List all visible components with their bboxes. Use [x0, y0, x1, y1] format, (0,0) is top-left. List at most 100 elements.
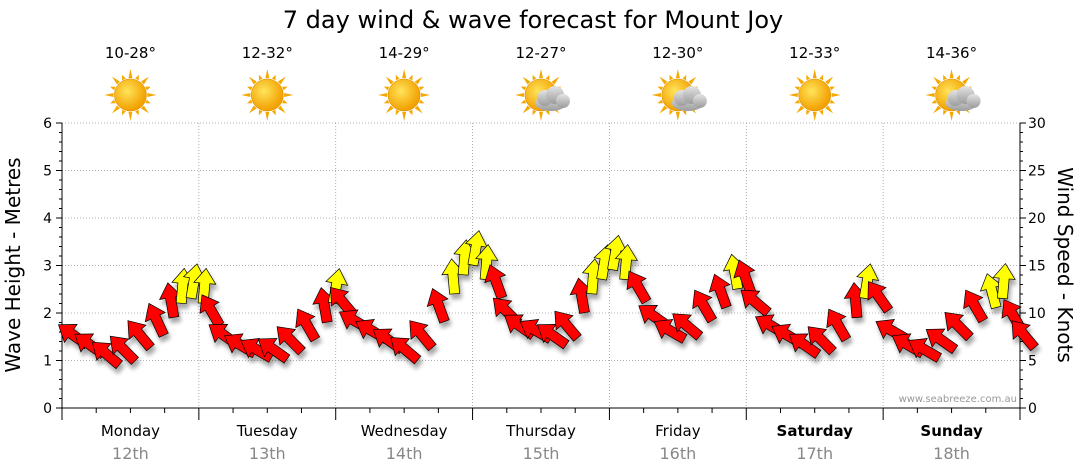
sun-rays	[104, 69, 157, 121]
sun-ray	[794, 86, 800, 91]
y-left-tick-label: 4	[43, 211, 52, 227]
day-name-label: Tuesday	[236, 422, 298, 440]
temperature-range-label: 14-36°	[926, 44, 977, 62]
sun-ray	[110, 86, 116, 91]
sun-ray	[825, 76, 834, 85]
sun-ray	[122, 109, 126, 116]
sun-ray	[943, 74, 947, 81]
sun-icon	[788, 69, 841, 121]
wind-arrow	[963, 289, 989, 324]
day-date-label: 14th	[386, 444, 423, 463]
wind-arrow	[856, 263, 880, 300]
sun-ray	[831, 93, 841, 97]
sun-ray	[819, 74, 824, 81]
sun-ray	[265, 69, 270, 79]
sun-icon	[104, 69, 157, 121]
wind-arrow	[91, 341, 123, 370]
sun-disc	[250, 78, 284, 112]
sun-ray	[284, 93, 294, 97]
sun-ray	[271, 109, 276, 116]
sun-ray	[135, 74, 139, 81]
sun-ray	[241, 93, 251, 97]
sun-ray	[551, 76, 560, 85]
chart-grid	[62, 122, 1020, 408]
sun-ray	[962, 76, 970, 85]
temperature-range-label: 14-29°	[379, 44, 430, 62]
sun-ray	[657, 99, 664, 104]
sun-ray	[949, 111, 954, 121]
sun-ray	[669, 109, 674, 116]
sun-rays	[788, 69, 841, 121]
y-right-tick-label: 10	[1028, 306, 1046, 322]
sun-ray	[943, 109, 947, 116]
sun-ray	[135, 109, 139, 116]
sun-ray	[408, 74, 413, 81]
y-right-tick-label: 25	[1028, 164, 1046, 180]
sun-ray	[545, 109, 550, 116]
sun-ray	[659, 76, 668, 85]
sun-ray	[402, 69, 407, 79]
sun-ray	[806, 109, 811, 116]
wind-arrow	[740, 289, 772, 317]
sun-disc	[114, 78, 147, 112]
sun-ray	[539, 69, 543, 79]
watermark[interactable]: www.seabreeze.com.au	[899, 394, 1017, 405]
chart-title: 7 day wind & wave forecast for Mount Joy	[283, 6, 783, 34]
sun-rays	[378, 69, 431, 121]
temperature-range-label: 12-33°	[789, 44, 840, 62]
wind-arrow	[475, 243, 499, 281]
wind-arrow	[554, 310, 582, 342]
sun-ray	[128, 111, 133, 121]
wind-arrow	[614, 243, 639, 281]
wind-arrow	[144, 302, 169, 338]
sun-ray	[414, 105, 423, 114]
sun-ray	[812, 69, 817, 79]
sun-ray	[282, 86, 288, 91]
sun-ray	[812, 111, 817, 121]
y-left-tick-label: 1	[43, 354, 52, 370]
wind-arrow	[992, 262, 1016, 300]
cloud-puff	[692, 94, 707, 108]
sun-ray	[395, 109, 400, 116]
wind-arrow	[390, 337, 422, 365]
sun-disc	[387, 78, 421, 112]
temperature-range-label: 12-32°	[242, 44, 293, 62]
day-name-label: Sunday	[920, 422, 983, 440]
day-date-label: 17th	[796, 444, 833, 463]
sun-ray	[825, 105, 834, 114]
wind-arrow	[257, 338, 291, 364]
y-left-tick-label: 0	[43, 401, 52, 417]
sun-ray	[110, 99, 116, 104]
sun-ray	[520, 86, 527, 91]
wind-arrow	[788, 333, 822, 359]
sun-ray	[277, 105, 286, 114]
sun-ray	[956, 74, 960, 81]
sun-ray	[421, 93, 431, 97]
cloud-puff	[556, 94, 570, 108]
wind-arrow	[276, 326, 306, 356]
sun-ray	[385, 76, 394, 85]
sun-ray	[140, 105, 149, 114]
y-axis-left-title: Wave Height - Metres	[1, 157, 25, 372]
sun-ray	[931, 86, 937, 91]
sun-ray	[112, 105, 120, 114]
sun-ray	[659, 105, 668, 114]
sun-ray	[418, 86, 425, 91]
sun-ray	[949, 69, 954, 79]
sun-ray	[522, 76, 531, 85]
wind-arrow	[708, 273, 732, 310]
temperature-range-label: 12-30°	[652, 44, 703, 62]
sun-ray	[545, 74, 550, 81]
wind-arrow	[295, 308, 321, 343]
sun-ray	[122, 74, 126, 81]
day-date-label: 16th	[659, 444, 696, 463]
wind-arrow	[1011, 320, 1039, 352]
day-name-label: Wednesday	[361, 422, 448, 440]
sun-rays	[241, 69, 294, 121]
y-axis-right-title: Wind Speed - Knots	[1053, 167, 1077, 363]
sun-ray	[532, 109, 537, 116]
temperature-range-label: 10-28°	[105, 44, 156, 62]
sun-ray	[794, 99, 800, 104]
sun-ray	[522, 105, 531, 114]
